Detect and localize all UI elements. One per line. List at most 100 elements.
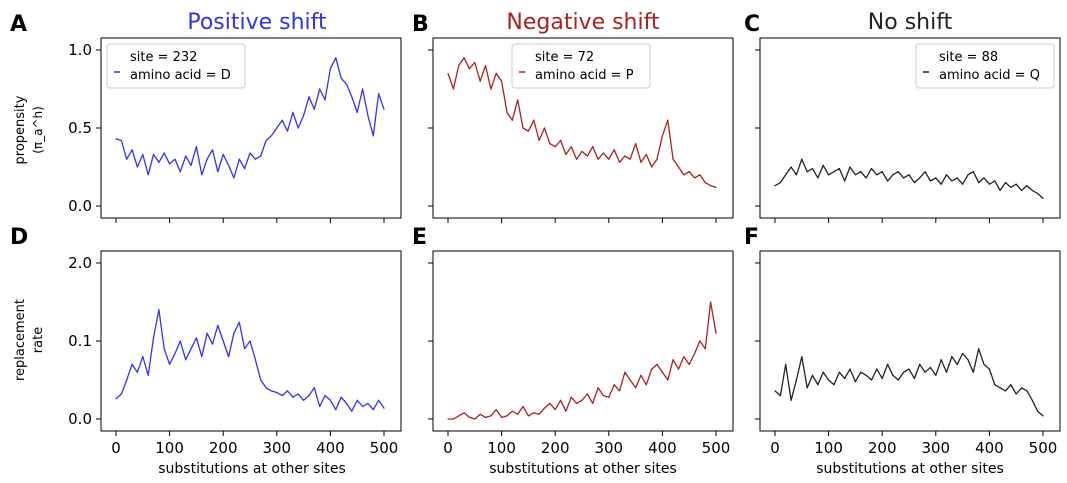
panel-e-point-12: [511, 410, 513, 412]
panel-d-xtick-label-300: 300: [262, 439, 291, 457]
xlabel-col3: substitutions at other sites: [816, 461, 1004, 477]
panel-d-point-21: [228, 356, 230, 358]
panel-f-point-34: [956, 363, 958, 365]
panel-b-point-48: [704, 182, 706, 184]
panel-a-point-32: [286, 130, 289, 132]
panel-e-point-17: [538, 413, 540, 415]
panel-e-point-11: [506, 415, 508, 417]
panel-c-point-30: [935, 177, 937, 179]
panel-c-point-15: [854, 174, 857, 176]
panel-e-point-4: [468, 416, 470, 418]
panel-c-point-16: [860, 171, 862, 173]
panel-c-point-47: [1026, 185, 1028, 187]
panel-a-point-46: [362, 88, 364, 90]
panel-d-point-4: [136, 371, 138, 373]
panel-a-point-45: [356, 111, 358, 113]
panel-f-point-48: [1031, 399, 1033, 401]
panel-b-point-10: [501, 80, 503, 82]
panel-d-point-43: [345, 402, 348, 404]
panel-b-point-43: [677, 166, 680, 168]
panel-c-point-29: [929, 180, 932, 182]
panel-b-point-45: [688, 171, 690, 173]
panel-a-point-5: [142, 153, 144, 156]
panel-e-point-5: [474, 418, 476, 420]
panel-c-point-20: [881, 171, 883, 173]
panel-e-point-35: [635, 387, 637, 389]
panel-d-ytick-label-1: 0.1: [68, 332, 92, 350]
panel-f-frame: [759, 250, 1061, 432]
panel-e-point-9: [495, 409, 497, 411]
panel-c-point-11: [833, 171, 835, 173]
panel-a-point-35: [303, 114, 305, 117]
panel-c-point-36: [967, 174, 969, 176]
panel-a-legend-line1: site = 232: [130, 50, 197, 65]
panel-e-point-34: [629, 379, 631, 381]
panel-d-point-28: [265, 387, 267, 389]
panel-c-point-43: [1004, 182, 1007, 184]
panel-b-legend-box: [511, 43, 651, 89]
panel-b-point-1: [452, 88, 454, 90]
panel-c-point-17: [865, 177, 867, 179]
panel-f-point-11: [833, 384, 835, 386]
panel-f-point-9: [822, 371, 824, 373]
panel-a-point-10: [169, 163, 171, 165]
panel-c-point-42: [999, 189, 1001, 191]
panel-b-point-5: [474, 61, 476, 64]
panel-a-point-8: [158, 161, 160, 163]
panel-b-point-13: [517, 99, 519, 101]
column-title-negative: Negative shift: [506, 10, 660, 35]
panel-c-point-33: [951, 180, 953, 182]
panel-f-point-17: [865, 374, 867, 376]
panel-e-point-39: [656, 363, 658, 365]
panel-f-point-31: [940, 359, 942, 361]
panel-e-point-26: [586, 393, 589, 395]
panel-c-point-49: [1037, 192, 1039, 195]
panel-f-point-14: [849, 368, 851, 370]
panel-d-point-50: [383, 407, 385, 409]
panel-letter-b: B: [412, 12, 429, 37]
panel-f-point-24: [903, 371, 905, 373]
panel-b-point-41: [667, 119, 669, 121]
panel-f-point-23: [897, 379, 899, 381]
panel-c-point-48: [1031, 189, 1033, 191]
panel-d-point-2: [126, 379, 128, 381]
panel-c-point-13: [844, 180, 846, 182]
panel-d-point-3: [131, 363, 133, 365]
panel-f-point-38: [978, 348, 980, 350]
panel-d-point-33: [292, 396, 294, 398]
ylabel-bottom-line1: replacement: [13, 299, 28, 381]
panel-d-point-24: [244, 348, 246, 350]
panel-c-series-line: [774, 158, 1044, 199]
panel-d-point-11: [174, 352, 176, 355]
panel-f-point-40: [988, 368, 991, 370]
panel-c-point-6: [806, 171, 808, 173]
panel-f-point-45: [1015, 393, 1017, 395]
panel-d-point-32: [286, 390, 289, 392]
panel-a-point-14: [190, 164, 192, 166]
panel-a-point-3: [131, 149, 133, 151]
ylabel-top-line2: (π_a^h): [31, 106, 45, 154]
panel-d-point-0: [115, 398, 117, 400]
panel-e-point-49: [710, 301, 712, 303]
panel-a-point-42: [340, 77, 342, 79]
panel-d-point-40: [329, 399, 331, 401]
panel-a-point-43: [345, 83, 348, 85]
panel-c-point-23: [897, 171, 899, 173]
panel-f-point-50: [1042, 415, 1044, 417]
panel-a-point-31: [281, 119, 283, 121]
panel-e-point-13: [517, 413, 519, 415]
panel-e-point-2: [458, 415, 460, 417]
panel-d-point-19: [217, 324, 219, 326]
panel-b-point-18: [543, 127, 546, 129]
panel-d-point-17: [206, 332, 208, 334]
panel-e-point-6: [479, 413, 481, 415]
panel-f-point-43: [1004, 390, 1007, 392]
panel-e-point-38: [651, 368, 653, 370]
panel-e-xtick-label-400: 400: [648, 439, 677, 457]
panel-f-xtick-label-100: 100: [814, 439, 843, 457]
panel-b-point-0: [447, 72, 449, 74]
ylabel-top-line1: propensity: [13, 95, 28, 164]
panel-e-point-32: [618, 390, 621, 392]
panel-c-point-44: [1010, 186, 1012, 188]
